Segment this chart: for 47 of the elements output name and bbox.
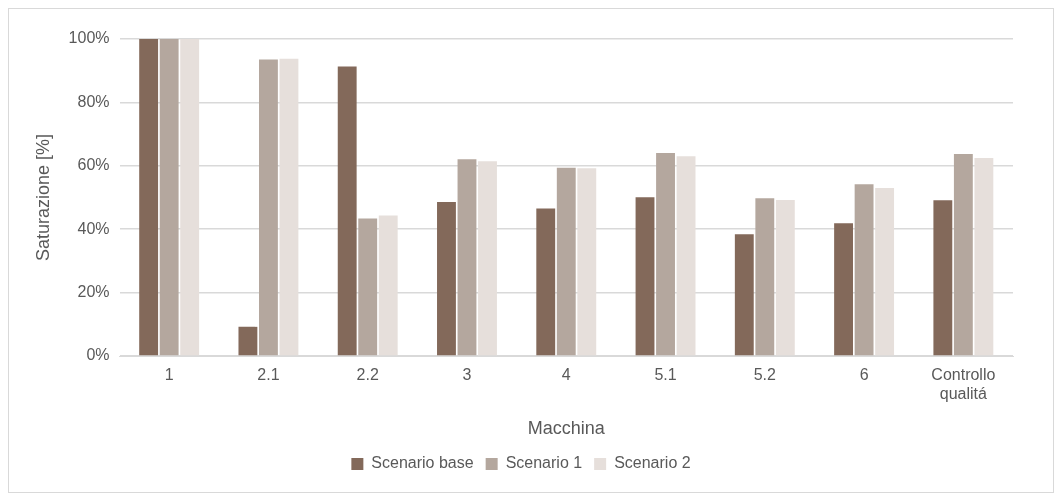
bar [139,39,159,356]
bar [635,197,655,356]
bar [953,154,973,356]
x-tick-label: 1 [164,366,174,384]
bar [378,215,398,356]
legend-label: Scenario base [371,454,474,472]
bar [854,184,874,356]
bar [556,167,576,356]
y-tick-label: 80% [77,92,110,110]
bar [974,157,994,356]
y-tick-label: 0% [86,346,110,364]
bar [259,59,278,356]
bar [834,223,854,356]
bar [676,156,696,356]
x-tick-label: 2.1 [257,366,280,384]
bar [875,187,895,356]
x-tick-label: 2.2 [356,366,379,384]
x-tick-label: 5.1 [654,366,677,384]
bar [238,326,258,356]
y-tick-label: 40% [77,219,110,237]
x-tick-label: 6 [859,366,869,384]
x-tick-label: Controllo qualitá [931,366,996,403]
bar [279,58,299,356]
bar [933,200,953,356]
bar [656,153,675,356]
bar [775,200,795,356]
x-tick-label: 3 [462,366,472,384]
bar [457,159,477,356]
legend-label: Scenario 2 [614,454,691,472]
y-axis-title: Saturazione [%] [32,133,53,262]
bar [337,66,357,356]
bar [358,218,378,356]
bar [437,201,456,356]
bar [577,168,597,356]
bar [180,39,200,356]
x-tick-label: 4 [561,366,571,384]
x-axis-title: Macchina [527,418,606,439]
y-tick-label: 60% [77,156,110,174]
y-tick-label: 100% [68,29,110,47]
x-tick-label: 5.2 [753,366,777,384]
y-tick-label: 20% [77,283,110,301]
bar [478,161,497,356]
bar [159,39,179,356]
bar [734,234,754,356]
legend-label: Scenario 1 [505,454,583,472]
bar [536,208,556,356]
bar [755,198,775,356]
